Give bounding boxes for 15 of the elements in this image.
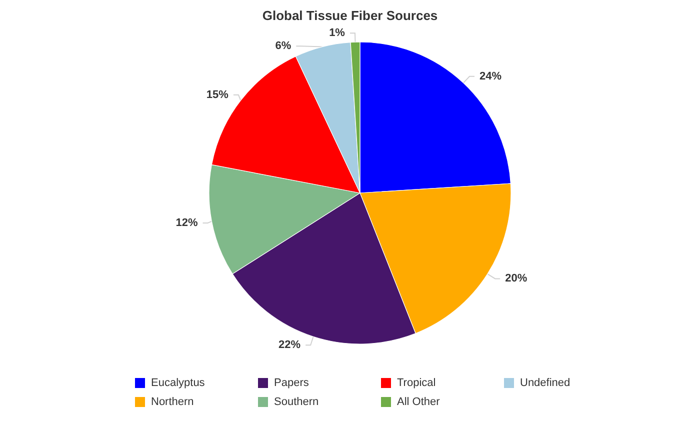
legend-label: Northern xyxy=(151,396,194,408)
legend-label: Undefined xyxy=(520,377,570,389)
legend-label: Papers xyxy=(274,377,310,389)
data-label: 1% xyxy=(329,27,346,40)
data-label: 6% xyxy=(275,40,292,52)
data-label: 15% xyxy=(206,88,229,101)
data-label: 20% xyxy=(505,272,528,285)
legend-label: All Other xyxy=(397,396,440,408)
legend-label: Southern xyxy=(274,396,319,408)
data-label: 22% xyxy=(278,339,301,352)
data-label: 24% xyxy=(480,70,502,82)
legend-label: Tropical xyxy=(397,377,436,389)
chart-title: Global Tissue Fiber Sources xyxy=(262,8,438,23)
legend-label: Eucalyptus xyxy=(151,377,206,389)
data-label: 12% xyxy=(176,216,198,229)
